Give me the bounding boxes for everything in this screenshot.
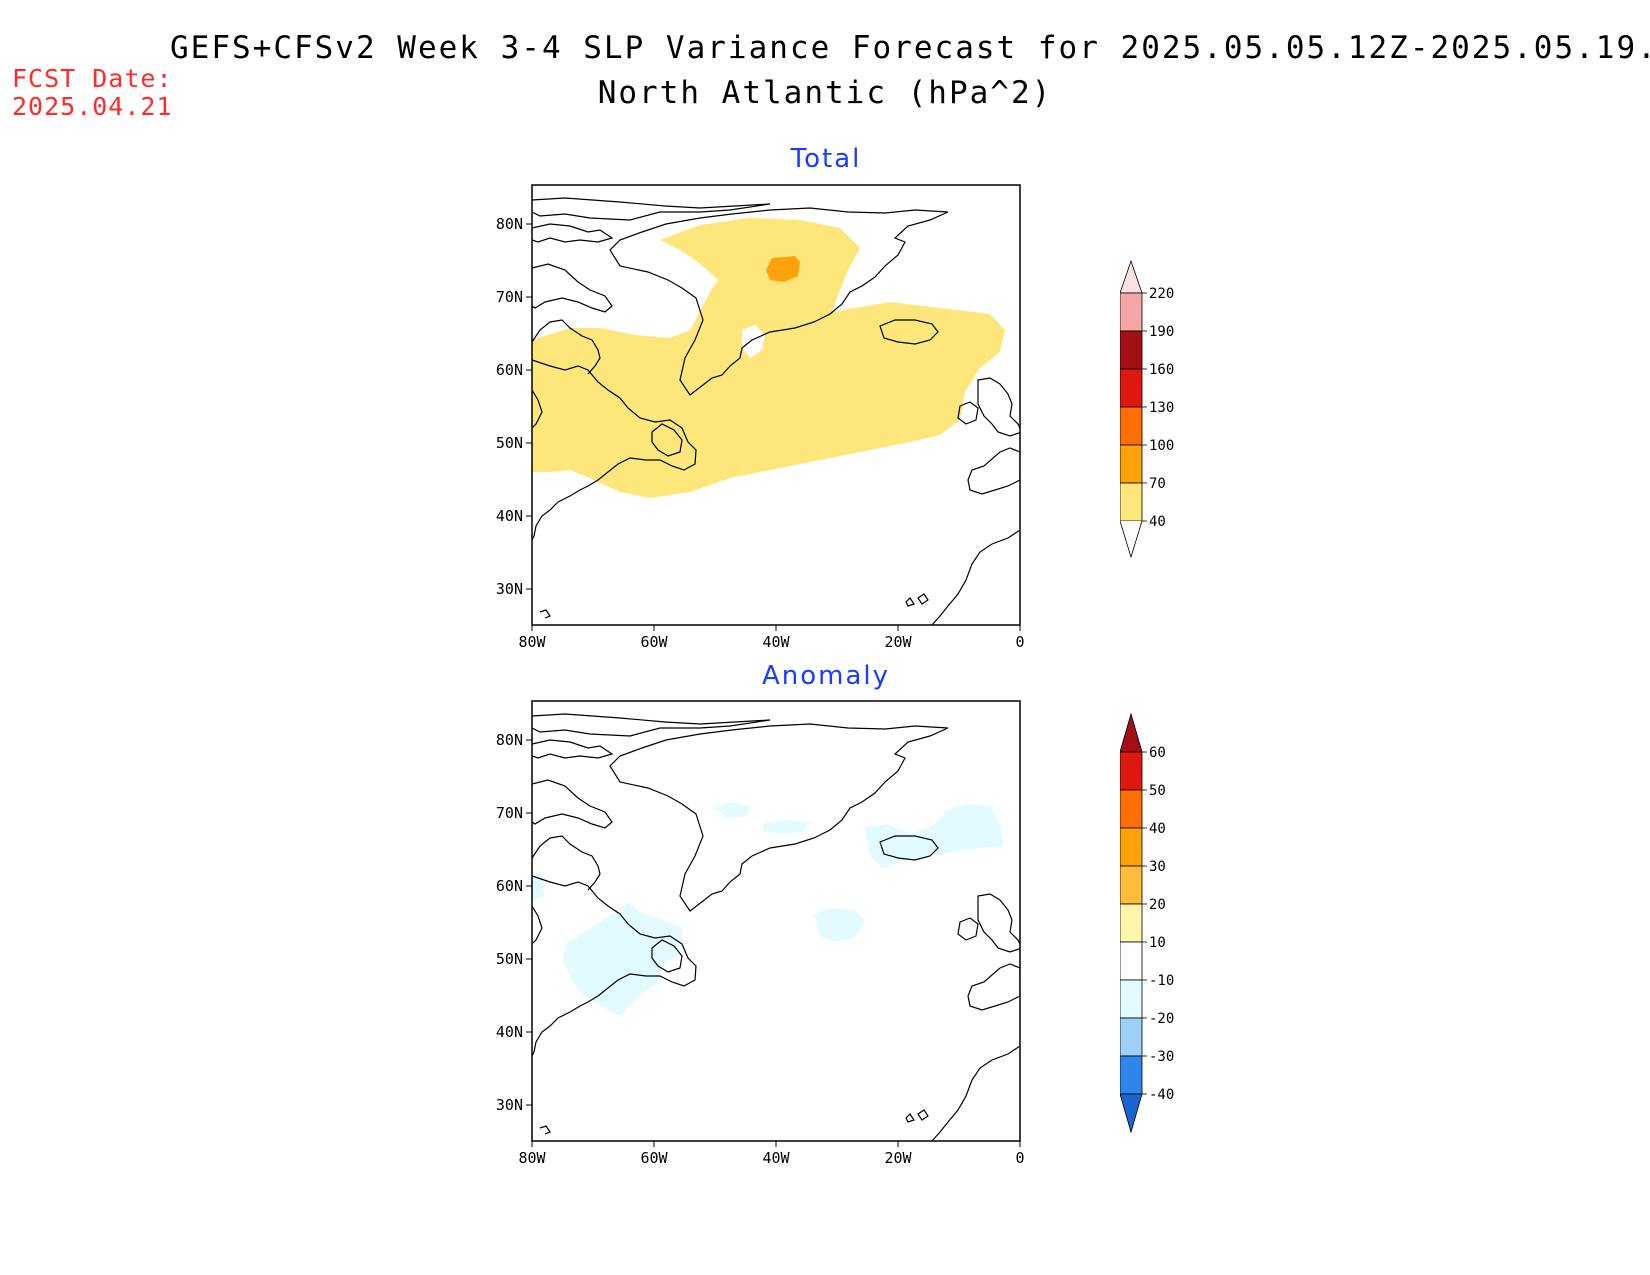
lat-label: 60N — [496, 877, 523, 895]
forecast-date-label: FCST Date: — [12, 64, 173, 93]
colorbar-tick-label: 30 — [1149, 859, 1166, 875]
total-colorbar: 220 190 160 130 100 70 40 — [1120, 260, 1174, 559]
colorbar-tick-label: -40 — [1149, 1087, 1174, 1103]
anomaly-negative-region — [762, 820, 810, 834]
colorbar-tick-label: 40 — [1149, 514, 1166, 530]
colorbar-swatch — [1120, 1055, 1143, 1095]
forecast-date-value: 2025.04.21 — [12, 92, 173, 121]
lon-label: 40W — [762, 633, 790, 651]
anomaly-negative-region — [865, 804, 1004, 868]
lat-label: 40N — [496, 1023, 523, 1041]
colorbar-swatch — [1120, 979, 1143, 1019]
colorbar-tick-label: 130 — [1149, 400, 1174, 416]
colorbar-tick-label: 50 — [1149, 783, 1166, 799]
lon-label: 80W — [518, 633, 546, 651]
colorbar-tick-label: 10 — [1149, 935, 1166, 951]
colorbar-end-triangle — [1120, 260, 1143, 294]
total-variance-40-fill — [532, 218, 1005, 498]
total-map-panel: 80W 60W 40W 20W 0 80N 70N 60N 50N 40N 30… — [496, 184, 1025, 651]
colorbar-tick-label: 220 — [1149, 286, 1174, 302]
colorbar-end-triangle — [1120, 520, 1143, 559]
anomaly-colorbar: 60 50 40 30 20 10 -10 -20 -30 -40 — [1120, 712, 1174, 1134]
colorbar-tick-label: -30 — [1149, 1049, 1174, 1065]
colorbar-swatch — [1120, 865, 1143, 905]
lon-label: 60W — [640, 633, 668, 651]
lat-label: 40N — [496, 507, 523, 525]
colorbar-tick-label: 40 — [1149, 821, 1166, 837]
lat-label: 80N — [496, 731, 523, 749]
colorbar-swatch — [1120, 941, 1143, 981]
colorbar-swatch — [1120, 903, 1143, 943]
colorbar-swatch — [1120, 789, 1143, 829]
lon-label: 0 — [1015, 1149, 1024, 1167]
subtitle: North Atlantic (hPa^2) — [597, 75, 1053, 111]
lon-label: 60W — [640, 1149, 668, 1167]
colorbar-tick-label: 160 — [1149, 362, 1174, 378]
lon-label: 0 — [1015, 633, 1024, 651]
colorbar-swatch — [1120, 406, 1143, 446]
anomaly-negative-region — [715, 802, 750, 818]
main-title: GEFS+CFSv2 Week 3-4 SLP Variance Forecas… — [170, 30, 1650, 66]
colorbar-swatch — [1120, 1017, 1143, 1057]
colorbar-tick-label: 100 — [1149, 438, 1174, 454]
colorbar-end-triangle — [1120, 1093, 1143, 1134]
colorbar-end-triangle — [1120, 712, 1143, 753]
lat-label: 70N — [496, 804, 523, 822]
colorbar-swatch — [1120, 444, 1143, 484]
lon-label: 20W — [884, 1149, 912, 1167]
anomaly-negative-region — [814, 908, 865, 942]
colorbar-swatch — [1120, 827, 1143, 867]
colorbar-swatch — [1120, 482, 1143, 522]
colorbar-tick-label: -20 — [1149, 1011, 1174, 1027]
lat-label: 50N — [496, 950, 523, 968]
colorbar-swatch — [1120, 751, 1143, 791]
colorbar-tick-label: 60 — [1149, 745, 1166, 761]
lat-label: 70N — [496, 288, 523, 306]
colorbar-tick-label: 20 — [1149, 897, 1166, 913]
anomaly-map-panel: 80W 60W 40W 20W 0 80N 70N 60N 50N 40N 30… — [496, 700, 1025, 1167]
colorbar-tick-label: -10 — [1149, 973, 1174, 989]
lat-label: 30N — [496, 1096, 523, 1114]
lat-label: 60N — [496, 361, 523, 379]
colorbar-tick-label: 70 — [1149, 476, 1166, 492]
lon-label: 80W — [518, 1149, 546, 1167]
panel-title-total: Total — [790, 144, 862, 174]
colorbar-tick-label: 190 — [1149, 324, 1174, 340]
lat-label: 80N — [496, 215, 523, 233]
colorbar-swatch — [1120, 292, 1143, 332]
lon-label: 20W — [884, 633, 912, 651]
total-variance-70-blob — [766, 256, 800, 282]
colorbar-swatch — [1120, 330, 1143, 370]
colorbar-swatch — [1120, 368, 1143, 408]
anomaly-negative-region — [562, 902, 682, 1016]
panel-title-anomaly: Anomaly — [761, 661, 891, 691]
lat-label: 30N — [496, 580, 523, 598]
lon-label: 40W — [762, 1149, 790, 1167]
lat-label: 50N — [496, 434, 523, 452]
